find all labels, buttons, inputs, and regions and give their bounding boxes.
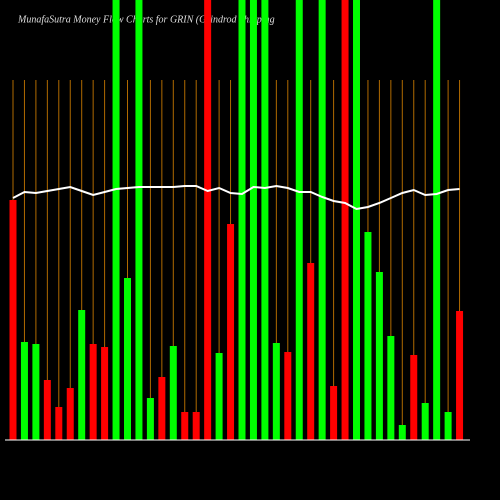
bar (341, 0, 349, 440)
bar (78, 310, 86, 440)
money-flow-line (12, 184, 460, 211)
bar (421, 403, 429, 440)
bar (456, 311, 464, 440)
bar (387, 336, 395, 440)
bar (261, 0, 269, 440)
bar (307, 263, 315, 440)
bar (249, 0, 257, 440)
bar (295, 0, 303, 440)
bar (364, 232, 372, 440)
bar (398, 425, 406, 440)
bar (353, 0, 360, 440)
bar (101, 347, 109, 440)
bar (181, 412, 189, 440)
bar (272, 343, 280, 440)
bar (215, 353, 223, 440)
bar (204, 0, 212, 440)
bar (410, 355, 418, 440)
bar (43, 380, 51, 440)
bar (158, 377, 166, 440)
bar (20, 342, 28, 440)
bar (124, 278, 131, 440)
bar (135, 0, 143, 440)
bar (284, 352, 292, 440)
bar (433, 0, 441, 440)
bar (32, 344, 40, 440)
bar (238, 0, 246, 440)
bar (227, 224, 235, 440)
bar (192, 412, 200, 440)
bar (89, 344, 97, 440)
bar (375, 272, 383, 440)
bar (318, 0, 326, 440)
bar (66, 388, 74, 440)
bar (330, 386, 338, 440)
bar (146, 398, 154, 440)
bar (9, 200, 17, 440)
bar (112, 0, 120, 440)
bar (55, 407, 63, 440)
chart-title: MunafaSutra Money Flow Charts for GRIN (… (17, 14, 275, 25)
bar (169, 346, 177, 440)
bar (444, 412, 452, 440)
